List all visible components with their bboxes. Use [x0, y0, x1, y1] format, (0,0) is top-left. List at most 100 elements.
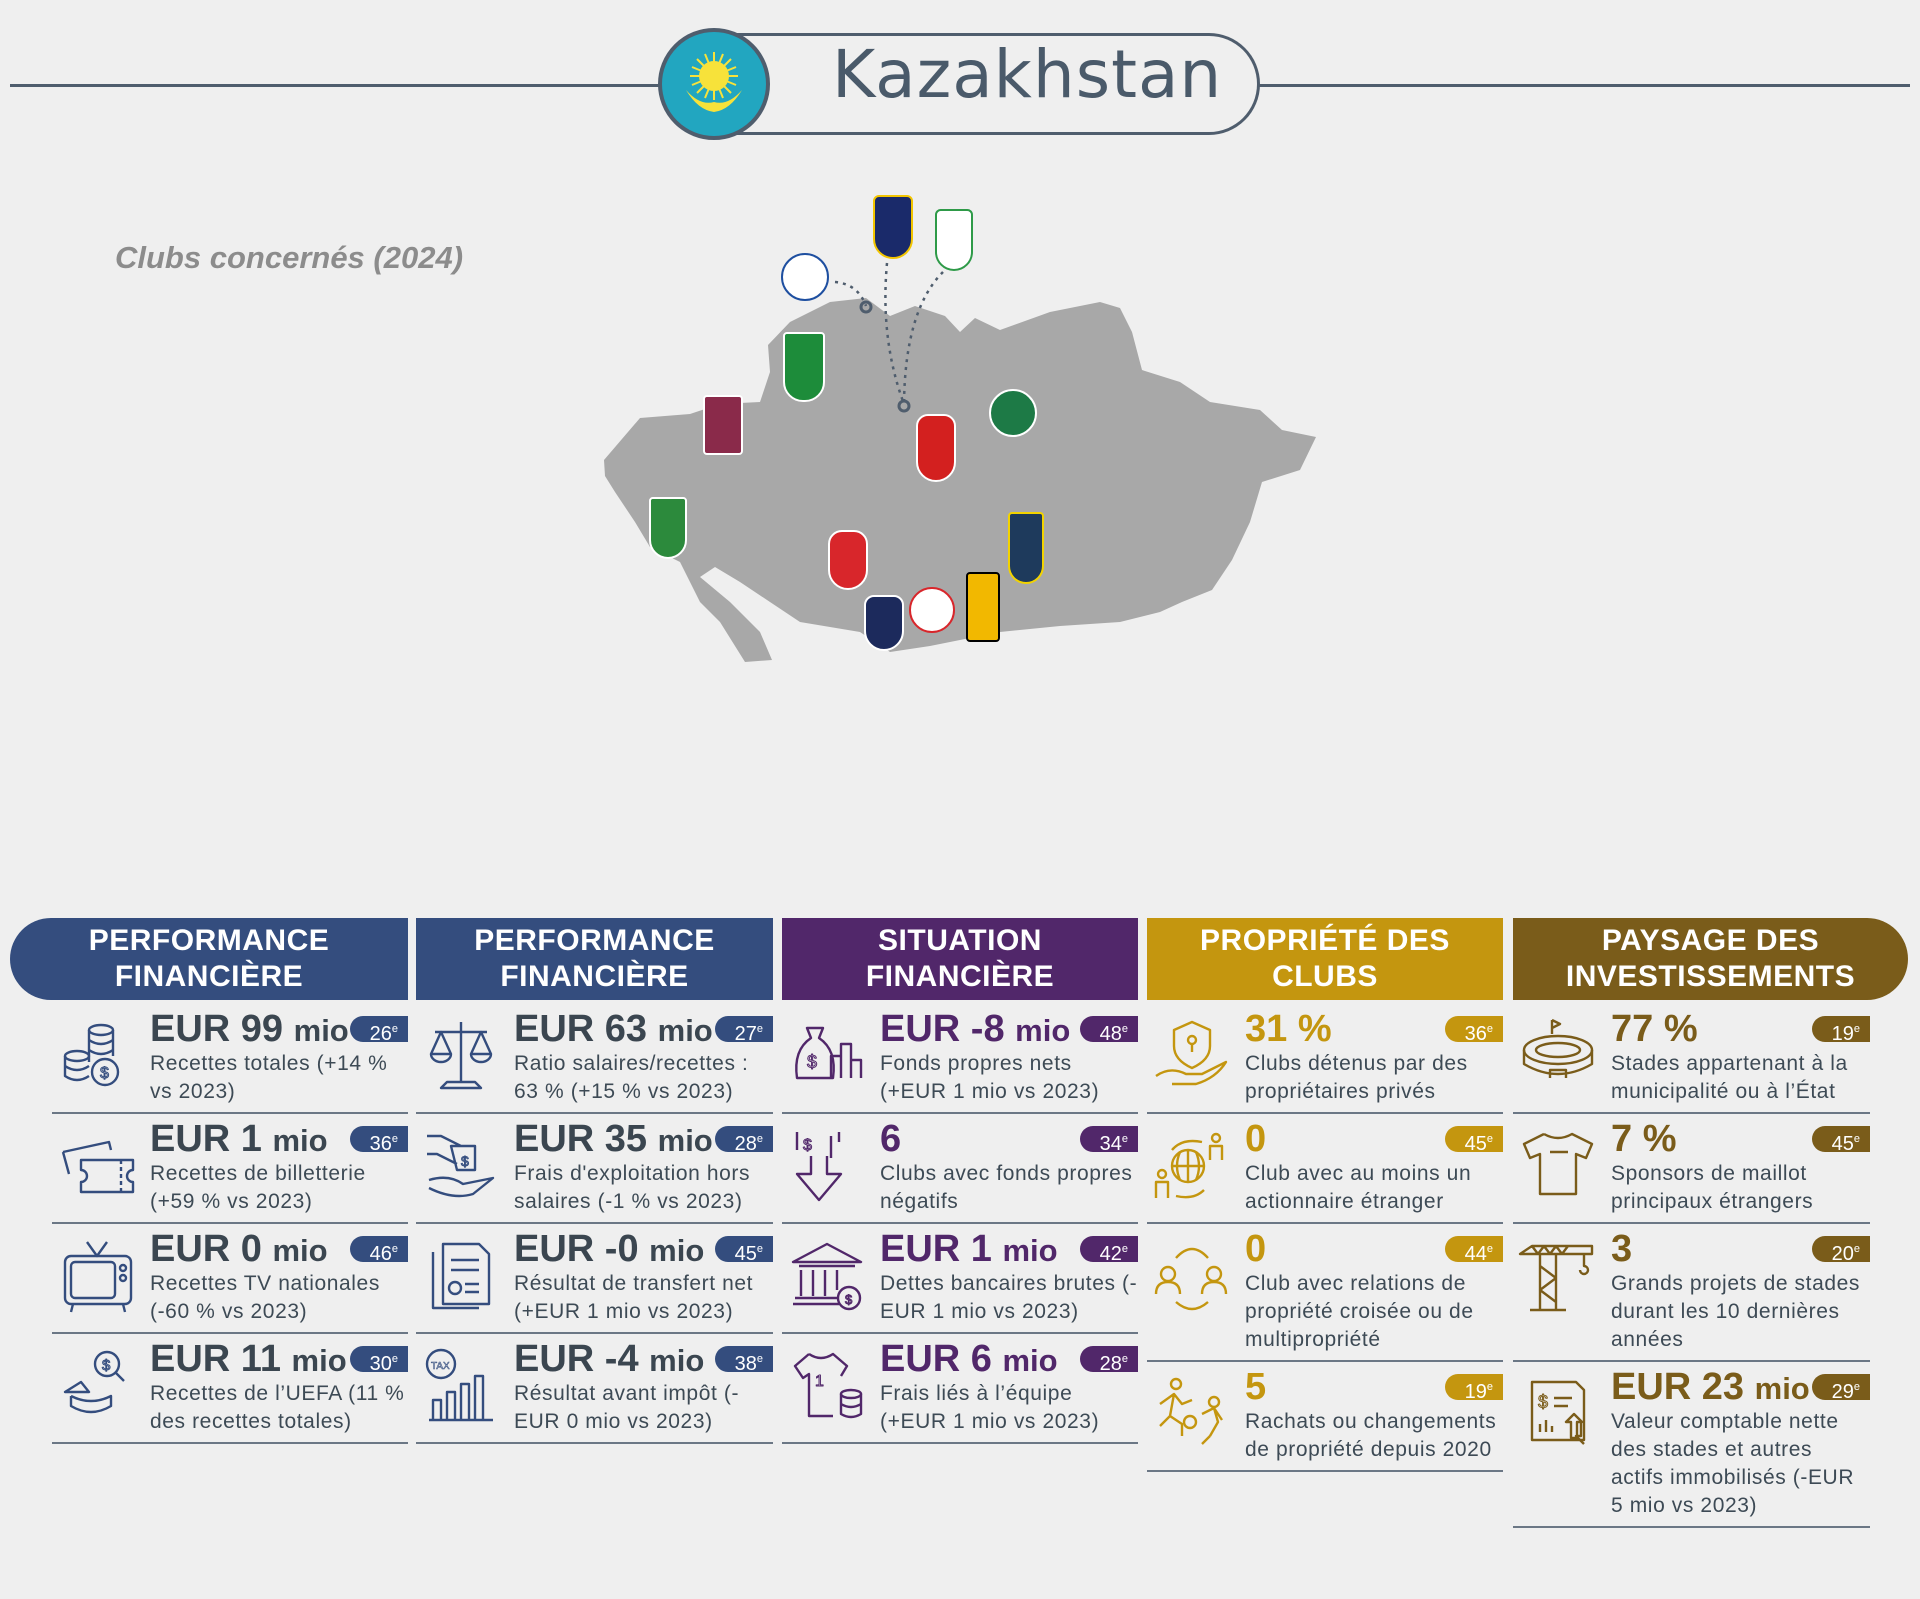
- rank-badge: 48e: [1080, 1016, 1138, 1045]
- metric-amount: 31 %: [1245, 1008, 1332, 1050]
- metric-value: 31 %: [1245, 1008, 1503, 1050]
- metric-value: 0: [1245, 1118, 1503, 1160]
- rank-badge: 36e: [1445, 1016, 1503, 1045]
- connector-line: [884, 262, 906, 405]
- metric-item: 1 EUR 6 mio 28e Frais liés à l’équipe (+…: [782, 1334, 1138, 1444]
- rank-number: 45: [734, 1243, 757, 1265]
- column-title-line: PAYSAGE DES: [1601, 924, 1820, 957]
- metric-value: 77 %: [1611, 1008, 1870, 1050]
- metric-amount: 0: [1245, 1228, 1267, 1270]
- metric-value: EUR 35 mio: [514, 1118, 773, 1160]
- metric-amount: EUR 23: [1611, 1366, 1745, 1408]
- svg-text:$: $: [803, 1137, 812, 1154]
- header-line-right: [1258, 84, 1910, 87]
- metric-description: Rachats ou changements de propriété depu…: [1245, 1410, 1497, 1461]
- country-shape: [604, 298, 1316, 662]
- svg-text:$: $: [100, 1065, 109, 1082]
- stadium-icon: [1522, 1018, 1594, 1078]
- rank-badge: 28e: [1080, 1346, 1138, 1375]
- metric-amount: EUR 0: [150, 1228, 262, 1270]
- rank-badge: 19e: [1445, 1374, 1503, 1403]
- rank-badge: 30e: [350, 1346, 408, 1375]
- metric-unit: mio: [1002, 1343, 1058, 1378]
- rank-suffix: e: [391, 1353, 398, 1365]
- rank-number: 42: [1099, 1243, 1122, 1265]
- metric-item: $ EUR 35 mio 28e Frais d'exploitation ho…: [416, 1114, 773, 1224]
- club-logo: [873, 195, 913, 259]
- club-logo: [909, 587, 955, 633]
- metric-item: EUR 63 mio 27e Ratio salaires/recettes :…: [416, 1004, 773, 1114]
- rank-suffix: e: [756, 1023, 763, 1035]
- rank-suffix: e: [1486, 1133, 1493, 1145]
- city-marker: [897, 399, 911, 413]
- metric-description: Recettes de l’UEFA (11 % des recettes to…: [150, 1382, 405, 1433]
- svg-text:$: $: [461, 1153, 469, 1169]
- page-title: Kazakhstan: [832, 36, 1223, 113]
- metric-description: Fonds propres nets (+EUR 1 mio vs 2023): [880, 1052, 1100, 1103]
- metric-amount: EUR -4: [514, 1338, 639, 1380]
- metric-unit: mio: [1754, 1371, 1810, 1406]
- metric-description: Dettes bancaires brutes (-EUR 1 mio vs 2…: [880, 1272, 1138, 1323]
- metric-amount: EUR -8: [880, 1008, 1005, 1050]
- metric-description: Clubs avec fonds propres négatifs: [880, 1162, 1133, 1213]
- players-icon: [1159, 1377, 1223, 1445]
- metric-description: Frais liés à l’équipe (+EUR 1 mio vs 202…: [880, 1382, 1100, 1433]
- club-logo: [781, 253, 829, 301]
- metric-description: Frais d'exploitation hors salaires (-1 %…: [514, 1162, 751, 1213]
- svg-text:$: $: [807, 1052, 817, 1072]
- metric-description: Clubs détenus par des propriétaires priv…: [1245, 1052, 1468, 1103]
- document-icon: [431, 1242, 491, 1310]
- svg-text:$: $: [102, 1357, 111, 1374]
- club-logo: [703, 395, 743, 455]
- column-header: PERFORMANCE FINANCIÈRE: [10, 918, 408, 1000]
- metric-value: EUR 23 mio: [1611, 1366, 1870, 1408]
- metric-description: Ratio salaires/recettes : 63 % (+15 % vs…: [514, 1052, 749, 1103]
- rank-badge: 38e: [715, 1346, 773, 1375]
- metric-unit: mio: [293, 1013, 349, 1048]
- column-title-line: CLUBS: [1272, 960, 1378, 993]
- club-logo: [783, 332, 825, 402]
- shirt-coins-icon: 1: [793, 1352, 863, 1419]
- rank-suffix: e: [1853, 1133, 1860, 1145]
- arrow-down-dollar-icon: $: [795, 1132, 843, 1202]
- metric-value: 0: [1245, 1228, 1503, 1270]
- metric-item: EUR -0 mio 45e Résultat de transfert net…: [416, 1224, 773, 1334]
- rank-number: 44: [1464, 1243, 1487, 1265]
- metric-value: EUR 63 mio: [514, 1008, 773, 1050]
- kazakhstan-map: [604, 262, 1316, 662]
- column-header: PROPRIÉTÉ DES CLUBS: [1147, 918, 1503, 1000]
- rank-suffix: e: [1853, 1243, 1860, 1255]
- rank-number: 45: [1831, 1133, 1854, 1155]
- metric-item: 0 44e Club avec relations de propriété c…: [1147, 1224, 1503, 1362]
- column-title-line: SITUATION: [878, 924, 1042, 957]
- rank-badge: 29e: [1812, 1374, 1870, 1403]
- rank-suffix: e: [1121, 1353, 1128, 1365]
- metric-value: EUR 11 mio: [150, 1338, 408, 1380]
- pie-dollar-icon: $: [63, 1350, 125, 1414]
- metric-unit: mio: [1002, 1233, 1058, 1268]
- rank-suffix: e: [1486, 1243, 1493, 1255]
- rank-number: 45: [1464, 1133, 1487, 1155]
- svg-text:1: 1: [815, 1373, 824, 1390]
- rank-suffix: e: [1121, 1023, 1128, 1035]
- metric-value: EUR 1 mio: [150, 1118, 408, 1160]
- metric-amount: EUR 63: [514, 1008, 648, 1050]
- rank-number: 20: [1831, 1243, 1854, 1265]
- metric-amount: EUR 6: [880, 1338, 992, 1380]
- column-0: PERFORMANCE FINANCIÈRE $ EUR 99 mio 26e R…: [10, 918, 408, 1444]
- metric-amount: EUR -0: [514, 1228, 639, 1270]
- metric-item: $ EUR 1 mio 42e Dettes bancaires brutes …: [782, 1224, 1138, 1334]
- rank-suffix: e: [1121, 1133, 1128, 1145]
- column-title-line: INVESTISSEMENTS: [1565, 960, 1856, 993]
- metric-unit: mio: [657, 1123, 713, 1158]
- metric-unit: mio: [1015, 1013, 1071, 1048]
- rank-number: 34: [1099, 1133, 1122, 1155]
- metric-value: EUR -4 mio: [514, 1338, 773, 1380]
- metric-unit: mio: [272, 1233, 328, 1268]
- rank-badge: 20e: [1812, 1236, 1870, 1265]
- metric-amount: EUR 1: [150, 1118, 262, 1160]
- metric-amount: 77 %: [1611, 1008, 1698, 1050]
- metric-item: EUR 1 mio 36e Recettes de billetterie (+…: [52, 1114, 408, 1224]
- rank-number: 36: [369, 1133, 392, 1155]
- column-title-line: FINANCIÈRE: [500, 960, 689, 993]
